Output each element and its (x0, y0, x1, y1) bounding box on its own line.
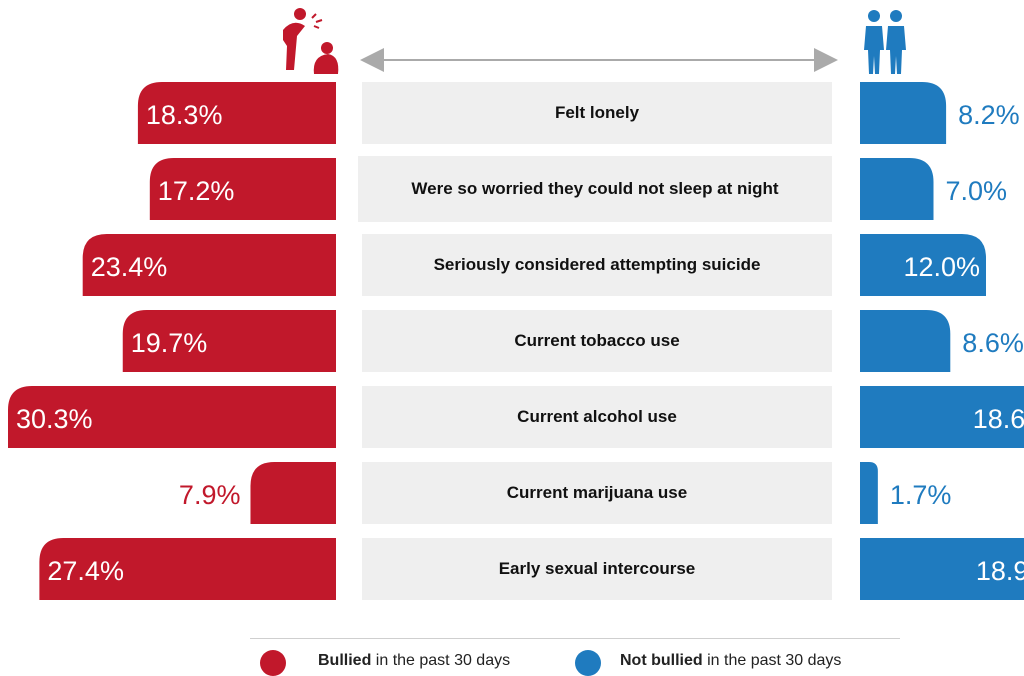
bullied-value-label: 17.2% (158, 176, 235, 206)
bullied-value-label: 30.3% (16, 404, 93, 434)
bullied-bar (8, 386, 336, 448)
category-label: Were so worried they could not sleep at … (411, 179, 779, 198)
not-bullied-bar (860, 158, 934, 220)
not-bullied-value-label: 18.6% (973, 404, 1024, 434)
legend-swatch-bullied (260, 650, 286, 676)
category-label: Seriously considered attempting suicide (433, 255, 761, 274)
not-bullied-value-label: 12.0% (903, 252, 980, 282)
bullied-value-label: 19.7% (131, 328, 208, 358)
category-box: Seriously considered attempting suicide (362, 234, 832, 296)
category-label: Felt lonely (554, 103, 640, 122)
category-box: Current marijuana use (362, 462, 832, 524)
bullied-value-label: 18.3% (146, 100, 223, 130)
legend-divider (250, 638, 900, 639)
bullied-bar (39, 538, 337, 600)
category-label: Current marijuana use (506, 483, 688, 502)
category-box: Current alcohol use (362, 386, 832, 448)
category-label: Early sexual intercourse (498, 559, 696, 578)
bullied-bar (149, 158, 336, 220)
not-bullied-value-label: 1.7% (890, 480, 952, 510)
category-box: Were so worried they could not sleep at … (358, 156, 832, 222)
bullied-bar (250, 462, 336, 524)
not-bullied-value-label: 8.2% (958, 100, 1020, 130)
not-bullied-bar (860, 386, 1024, 448)
category-box: Felt lonely (362, 82, 832, 144)
category-box: Early sexual intercourse (362, 538, 832, 600)
bullied-bar (122, 310, 336, 372)
category-label: Current tobacco use (514, 331, 680, 350)
not-bullied-bar (860, 462, 878, 524)
not-bullied-bar (860, 310, 951, 372)
bullied-bar (82, 234, 336, 296)
category-box: Current tobacco use (362, 310, 832, 372)
not-bullied-bar (860, 82, 947, 144)
not-bullied-value-label: 18.9% (976, 556, 1024, 586)
not-bullied-bar (860, 538, 1024, 600)
category-label: Current alcohol use (517, 407, 677, 426)
not-bullied-value-label: 7.0% (946, 176, 1008, 206)
bullied-value-label: 7.9% (179, 480, 241, 510)
legend-item-bullied: Bullied in the past 30 days (318, 652, 511, 669)
not-bullied-value-label: 8.6% (962, 328, 1024, 358)
bullied-value-label: 23.4% (91, 252, 168, 282)
legend-item-not-bullied: Not bullied in the past 30 days (620, 652, 842, 669)
standing-pair-icon (864, 10, 906, 74)
legend-swatch-not-bullied (575, 650, 601, 676)
bullied-value-label: 27.4% (47, 556, 124, 586)
not-bullied-bar (860, 234, 986, 296)
bullied-bar (137, 82, 336, 144)
bullied-person-icon (283, 8, 339, 74)
